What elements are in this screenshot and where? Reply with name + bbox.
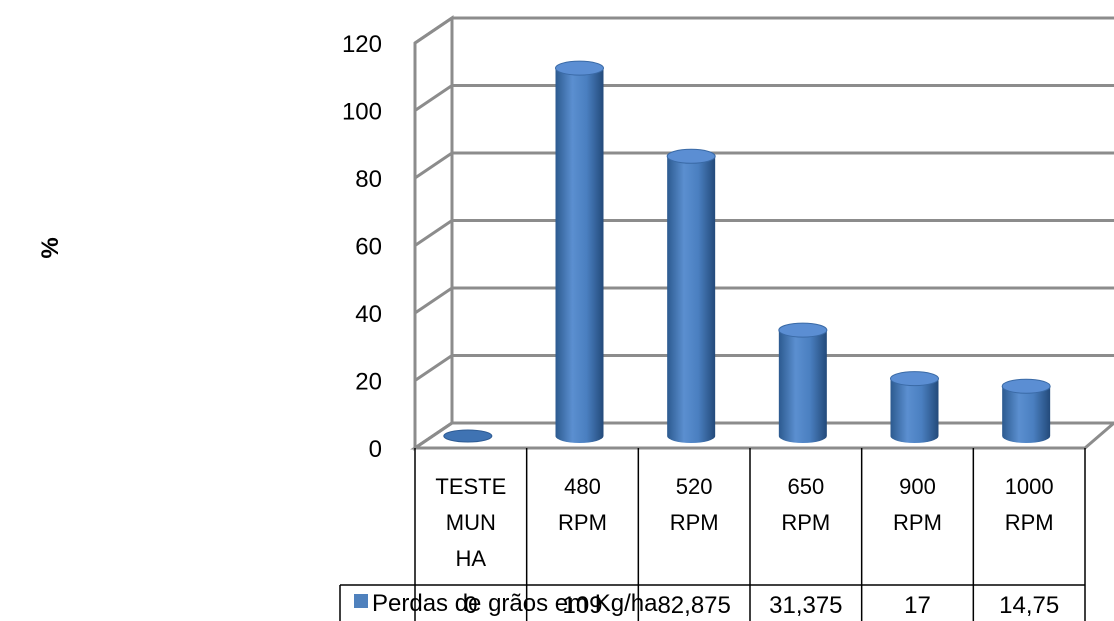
y-axis-ticks: 0 20 40 60 80 100 120 <box>342 31 382 463</box>
category-label: HA <box>456 546 487 571</box>
y-tick-label: 100 <box>342 99 382 126</box>
category-label: 650 <box>787 474 824 499</box>
data-label: 31,375 <box>769 592 842 619</box>
gridline <box>414 354 1114 382</box>
category-label: RPM <box>893 510 942 535</box>
category-label: MUN <box>446 510 496 535</box>
category-label: 900 <box>899 474 936 499</box>
gridline <box>414 219 1114 247</box>
bar-top <box>1001 378 1051 394</box>
y-tick-label: 0 <box>369 436 382 463</box>
category-label: 1000 <box>1005 474 1054 499</box>
category-label: TESTE <box>435 474 506 499</box>
data-label: 82,875 <box>657 592 730 619</box>
category-label: RPM <box>670 510 719 535</box>
gridline <box>414 84 1114 112</box>
gridlines <box>414 16 1114 450</box>
bar <box>890 371 939 444</box>
category-label: RPM <box>781 510 830 535</box>
bar-body <box>555 68 604 444</box>
data-label: 0 <box>464 592 477 619</box>
y-axis-label: % <box>37 237 64 258</box>
category-label: RPM <box>1005 510 1054 535</box>
bar-body <box>1002 386 1051 443</box>
category-label: 480 <box>564 474 601 499</box>
bar-body <box>778 330 827 444</box>
legend-label: Perdas de grãos em Kg/ha <box>372 590 658 617</box>
y-tick-label: 20 <box>355 369 382 396</box>
bar-body <box>890 378 939 444</box>
bar <box>666 148 716 444</box>
gridline <box>414 151 1114 180</box>
bar-top <box>666 148 716 164</box>
bar <box>778 322 828 444</box>
bar <box>1001 378 1051 443</box>
bar-top <box>778 322 828 338</box>
bar-top <box>443 429 493 443</box>
bar <box>443 429 493 443</box>
bar-top <box>890 371 939 387</box>
data-label: 109 <box>562 592 602 619</box>
y-tick-label: 40 <box>355 301 382 328</box>
y-tick-label: 60 <box>355 234 382 261</box>
bar <box>555 60 604 444</box>
data-label: 17 <box>904 592 931 619</box>
data-table: TESTE MUN HA 480 RPM 520 RPM 650 RPM 900 RPM 1000 RP… <box>339 448 1086 621</box>
bar-top <box>555 60 604 76</box>
legend-swatch <box>354 594 368 608</box>
data-label: 14,75 <box>999 592 1059 619</box>
bar-body <box>667 156 716 444</box>
category-label: RPM <box>558 510 607 535</box>
gridline <box>414 286 1114 315</box>
y-tick-label: 80 <box>355 166 382 193</box>
bars <box>443 60 1051 444</box>
y-tick-label: 120 <box>342 31 382 58</box>
gridline <box>414 16 1114 45</box>
category-label: 520 <box>676 474 713 499</box>
